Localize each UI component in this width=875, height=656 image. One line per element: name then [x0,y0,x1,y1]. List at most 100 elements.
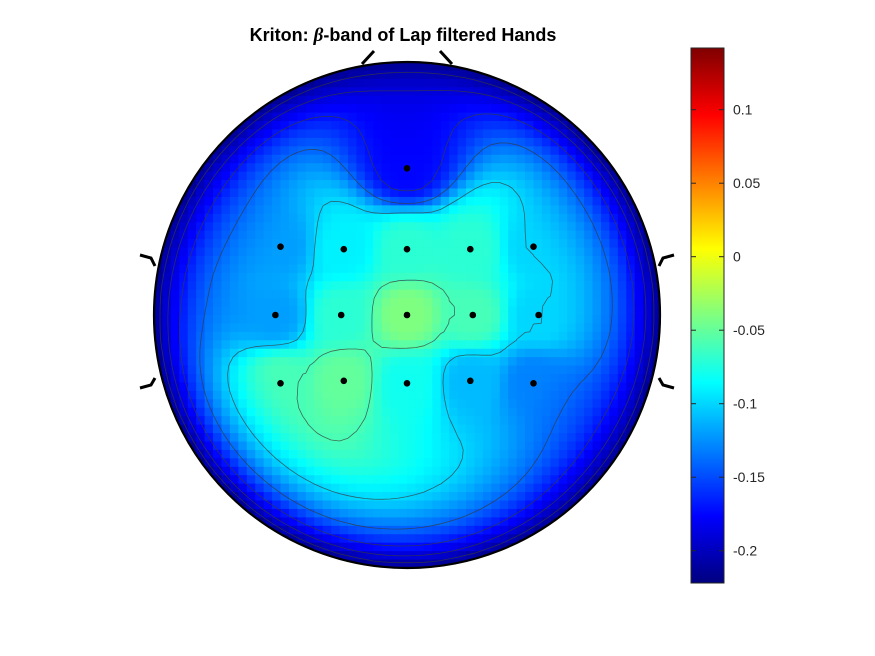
heatmap-cell [600,230,610,240]
heatmap-cell [347,416,357,426]
heatmap-cell [356,466,366,476]
heatmap-cell [634,357,644,367]
heatmap-cell [238,306,248,316]
heatmap-cell [305,255,315,265]
heatmap-cell [288,357,298,367]
heatmap-cell [617,357,627,367]
heatmap-cell [533,534,543,544]
heatmap-cell [263,180,273,190]
heatmap-cell [525,171,535,181]
heatmap-cell [322,255,332,265]
heatmap-cell [482,129,492,139]
heatmap-cell [331,205,341,215]
heatmap-cell [305,222,315,232]
heatmap-cell [339,222,349,232]
heatmap-cell [280,255,290,265]
heatmap-cell [204,357,214,367]
heatmap-cell [525,205,535,215]
heatmap-cell [432,424,442,434]
heatmap-cell [347,171,357,181]
heatmap-cell [499,399,509,409]
heatmap-cell [575,433,585,443]
heatmap-cell [347,196,357,206]
heatmap-cell [407,137,417,147]
heatmap-cell [415,458,425,468]
heatmap-cell [617,416,627,426]
heatmap-cell [373,239,383,249]
heatmap-cell [600,222,610,232]
electrode-dot [340,377,348,385]
heatmap-cell [390,449,400,459]
heatmap-cell [491,374,501,384]
heatmap-cell [432,78,442,88]
heatmap-cell [288,264,298,274]
heatmap-cell [390,78,400,88]
heatmap-cell [567,247,577,257]
heatmap-cell [390,87,400,97]
heatmap-cell [584,357,594,367]
heatmap-cell [533,475,543,485]
heatmap-cell [288,146,298,156]
heatmap-cell [499,534,509,544]
colorbar-tick-label: -0.2 [733,543,757,559]
heatmap-cell [600,331,610,341]
heatmap-cell [255,382,265,392]
heatmap-cell [592,407,602,417]
heatmap-cell [263,357,273,367]
heatmap-cell [331,365,341,375]
heatmap-cell [246,205,256,215]
heatmap-cell [525,306,535,316]
heatmap-cell [213,281,223,291]
heatmap-cell [314,306,324,316]
heatmap-cell [466,534,476,544]
heatmap-cell [525,289,535,299]
heatmap-cell [339,483,349,493]
heatmap-cell [322,281,332,291]
heatmap-cell [238,475,248,485]
heatmap-cell [499,483,509,493]
heatmap-cell [263,323,273,333]
heatmap-cell [600,255,610,265]
heatmap-cell [643,365,653,375]
heatmap-cell [263,213,273,223]
heatmap-cell [373,171,383,181]
heatmap-cell [347,382,357,392]
heatmap-cell [415,433,425,443]
heatmap-cell [440,62,450,72]
heatmap-cell [347,441,357,451]
heatmap-cell [272,517,282,527]
heatmap-cell [609,298,619,308]
heatmap-cell [457,255,467,265]
heatmap-cell [356,188,366,198]
heatmap-cell [238,458,248,468]
heatmap-cell [609,196,619,206]
heatmap-cell [626,213,636,223]
heatmap-cell [204,247,214,257]
heatmap-cell [634,306,644,316]
heatmap-cell [466,433,476,443]
heatmap-cell [482,137,492,147]
heatmap-cell [423,230,433,240]
heatmap-cell [204,382,214,392]
heatmap-cell [516,222,526,232]
heatmap-cell [288,239,298,249]
heatmap-cell [600,188,610,198]
heatmap-cell [255,121,265,131]
heatmap-cell [305,205,315,215]
heatmap-cell [246,112,256,122]
heatmap-cell [508,534,518,544]
heatmap-cell [567,222,577,232]
heatmap-cell [423,196,433,206]
heatmap-cell [457,87,467,97]
heatmap-cell [288,129,298,139]
heatmap-cell [246,374,256,384]
heatmap-cell [600,306,610,316]
heatmap-cell [609,213,619,223]
heatmap-cell [280,525,290,535]
heatmap-cell [499,230,509,240]
heatmap-cell [407,492,417,502]
heatmap-cell [466,500,476,510]
heatmap-cell [541,508,551,518]
heatmap-cell [297,230,307,240]
heatmap-cell [179,180,189,190]
